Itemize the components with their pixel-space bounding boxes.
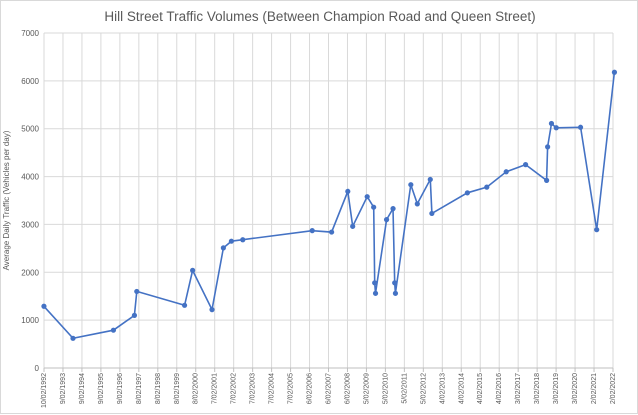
y-tick-label: 0 — [35, 364, 40, 373]
x-tick-label: 9/02/1996 — [117, 373, 124, 404]
x-tick-label: 8/02/1999 — [174, 373, 181, 404]
x-tick-label: 2/02/2022 — [610, 373, 617, 404]
x-tick-label: 5/02/2009 — [363, 373, 370, 404]
x-tick-label: 8/02/2000 — [193, 373, 200, 404]
data-point — [110, 327, 117, 333]
data-point — [41, 303, 47, 309]
x-tick-label: 8/02/1998 — [155, 373, 162, 404]
data-point — [131, 312, 138, 318]
x-tick-label: 10/02/1992 — [41, 373, 48, 408]
x-tick-label: 5/02/2012 — [420, 373, 427, 404]
x-tick-label: 7/02/2003 — [250, 373, 257, 404]
data-point — [414, 201, 420, 207]
data-point — [594, 227, 600, 233]
x-tick-label: 6/02/2008 — [344, 373, 351, 404]
x-tick-label: 4/02/2015 — [477, 373, 484, 404]
data-point — [350, 223, 356, 229]
x-tick-label: 2/02/2021 — [591, 373, 598, 404]
x-tick-label: 9/02/1994 — [79, 373, 86, 404]
data-point — [429, 210, 435, 217]
data-point — [392, 280, 398, 286]
y-tick-label: 6000 — [21, 77, 39, 86]
data-point — [309, 228, 315, 234]
x-tick-label: 4/02/2016 — [496, 373, 503, 404]
x-tick-label: 6/02/2006 — [307, 373, 314, 404]
y-tick-label: 3000 — [21, 220, 39, 229]
data-point — [464, 190, 470, 196]
x-tick-label: 7/02/2005 — [288, 373, 295, 404]
data-point — [181, 302, 188, 308]
data-point — [372, 280, 378, 286]
x-tick-label: 8/02/1997 — [136, 373, 143, 404]
x-tick-label: 3/02/2018 — [534, 373, 541, 404]
series-line — [43, 72, 616, 340]
y-axis-title: Average Daily Traffic (Vehicles per day) — [2, 130, 11, 270]
x-tick-label: 3/02/2019 — [553, 373, 560, 404]
x-tick-label: 4/02/2014 — [458, 373, 465, 404]
y-tick-label: 7000 — [21, 29, 39, 38]
data-point — [228, 238, 235, 244]
y-tick-label: 1000 — [21, 316, 39, 325]
data-point — [345, 188, 351, 195]
data-point — [371, 204, 377, 210]
y-tick-label: 5000 — [21, 125, 39, 134]
x-tick-label: 3/02/2017 — [515, 373, 522, 404]
data-point — [577, 124, 584, 130]
data-point — [134, 288, 140, 295]
data-point — [408, 182, 414, 188]
data-point — [383, 217, 390, 223]
data-point — [240, 237, 246, 243]
data-point — [427, 176, 433, 183]
data-point — [553, 125, 559, 131]
x-tick-label: 5/02/2011 — [401, 373, 408, 404]
data-point — [390, 206, 396, 212]
x-tick-label: 9/02/1995 — [98, 373, 105, 404]
x-tick-label: 9/02/1993 — [60, 373, 67, 404]
data-point — [548, 120, 555, 127]
data-point — [220, 245, 226, 251]
data-point — [329, 229, 335, 235]
x-tick-label: 6/02/2007 — [326, 373, 333, 404]
data-point — [209, 307, 215, 313]
x-tick-label: 3/02/2020 — [572, 373, 579, 404]
x-tick-label: 5/02/2010 — [382, 373, 389, 404]
data-point — [392, 290, 399, 296]
x-tick-label: 7/02/2004 — [269, 373, 276, 404]
x-tick-label: 7/02/2002 — [231, 373, 238, 404]
x-tick-label: 4/02/2013 — [439, 373, 446, 404]
data-point — [372, 290, 379, 296]
data-point — [364, 194, 370, 200]
y-tick-label: 2000 — [21, 268, 39, 277]
x-tick-label: 7/02/2001 — [212, 373, 219, 404]
data-point — [611, 69, 618, 75]
chart-title: Hill Street Traffic Volumes (Between Cha… — [104, 9, 536, 24]
data-point — [503, 169, 509, 175]
data-point — [484, 184, 490, 190]
data-point — [545, 144, 551, 150]
y-tick-label: 4000 — [21, 173, 39, 182]
data-point — [522, 162, 529, 168]
data-point — [544, 177, 550, 183]
data-point — [70, 335, 76, 341]
data-point — [190, 267, 196, 273]
